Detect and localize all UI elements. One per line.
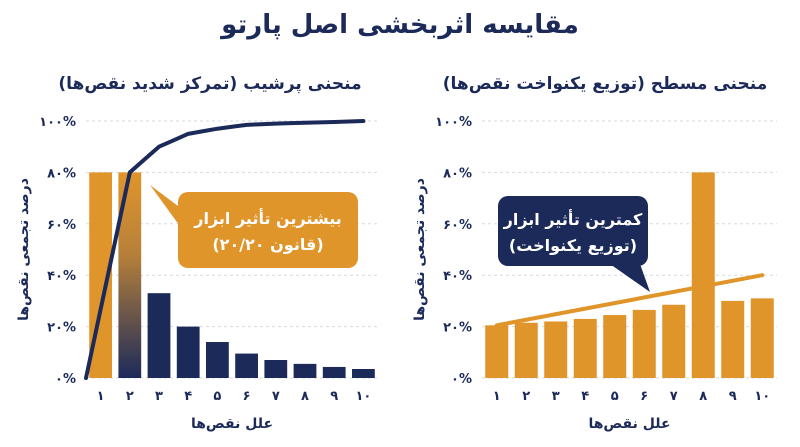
bar [485, 325, 509, 378]
callout-text: بیشترین تأثیر ابزار [193, 208, 342, 228]
y-tick-label: ۲۰% [47, 321, 76, 336]
bar [691, 172, 715, 378]
y-tick-label: ۸۰% [443, 166, 472, 181]
right-chart-title: منحنی مسطح (توزیع یکنواخت نقص‌ها) [442, 74, 768, 94]
bar [573, 318, 597, 378]
y-tick-label: ۰% [55, 372, 76, 387]
x-tick-label: ۹ [330, 389, 338, 404]
bar [603, 315, 627, 378]
bar [206, 342, 229, 378]
left-chart: ۰% ۲۰% ۴۰% ۶۰% ۸۰% ۱۰۰% ۱ ۲ ۳ ۴ ۵ ۶ ۷ ۸ ۹ ۱۰ درصد تجمعی … [16, 115, 378, 432]
x-tick-label: ۱۰ [355, 389, 371, 404]
callout: کمترین تأثیر ابزار (توزیع یکنواخت) [498, 196, 650, 292]
bar [176, 326, 200, 378]
y-tick-label: ۶۰% [47, 218, 76, 233]
left-chart-title: منحنی پرشیب (تمرکز شدید نقص‌ها) [58, 74, 362, 94]
y-tick-label: ۶۰% [443, 218, 472, 233]
x-tick-label: ۴ [581, 389, 589, 404]
bar [293, 363, 317, 378]
bar [235, 353, 258, 378]
bar [544, 321, 568, 378]
callout: بیشترین تأثیر ابزار (قانون ۲۰/۲۰) [150, 185, 358, 268]
x-tick-label: ۵ [611, 389, 619, 404]
callout-pointer [610, 264, 650, 292]
x-tick-label: ۷ [670, 389, 678, 404]
x-tick-label: ۱ [97, 389, 105, 404]
bar [322, 366, 346, 378]
callout-text: (قانون ۲۰/۲۰) [212, 235, 323, 254]
x-tick-label: ۲ [126, 389, 134, 404]
callout-box [498, 196, 648, 266]
bar [662, 304, 686, 378]
x-tick-label: ۹ [729, 389, 737, 404]
bar [514, 322, 538, 378]
trend-line [494, 273, 765, 328]
y-tick-label: ۱۰۰% [435, 115, 472, 130]
bar [632, 309, 656, 378]
x-axis-title: علل نقص‌ها [191, 416, 273, 432]
x-tick-label: ۸ [699, 389, 707, 404]
callout-text: کمترین تأثیر ابزار [503, 209, 643, 229]
y-tick-label: ۱۰۰% [39, 115, 76, 130]
callout-text: (توزیع یکنواخت) [509, 236, 637, 255]
bar [721, 300, 745, 378]
page-title: مقایسه اثربخشی اصل پارتو [221, 10, 579, 40]
y-axis-title: درصد تجمعی نقص‌ها [412, 178, 428, 321]
x-tick-label: ۳ [155, 389, 163, 404]
x-axis-title: علل نقص‌ها [588, 416, 670, 432]
y-tick-label: ۴۰% [443, 269, 472, 284]
x-tick-label: ۴ [184, 389, 192, 404]
bar [264, 360, 288, 378]
y-tick-label: ۴۰% [47, 269, 76, 284]
right-chart: ۰% ۲۰% ۴۰% ۶۰% ۸۰% ۱۰۰% ۱ ۲ ۳ ۴ ۵ ۶ ۷ ۸ ۹ ۱۰ درصد تجمعی … [412, 115, 777, 432]
y-tick-label: ۰% [451, 372, 472, 387]
x-tick-label: ۲ [522, 389, 530, 404]
bar [750, 298, 774, 378]
bar [147, 293, 171, 378]
x-tick-label: ۸ [301, 389, 309, 404]
y-tick-label: ۸۰% [47, 166, 76, 181]
x-tick-label: ۶ [640, 389, 648, 404]
bar [118, 172, 142, 378]
x-tick-label: ۷ [272, 389, 280, 404]
x-tick-label: ۳ [552, 389, 560, 404]
cumulative-line [84, 119, 366, 380]
x-tick-label: ۶ [243, 389, 251, 404]
y-axis-title: درصد تجمعی نقص‌ها [16, 178, 32, 321]
bar [352, 369, 375, 378]
y-tick-label: ۲۰% [443, 321, 472, 336]
callout-box [178, 192, 358, 268]
x-tick-label: ۱ [493, 389, 501, 404]
x-tick-label: ۵ [213, 389, 221, 404]
x-tick-label: ۱۰ [754, 389, 770, 404]
